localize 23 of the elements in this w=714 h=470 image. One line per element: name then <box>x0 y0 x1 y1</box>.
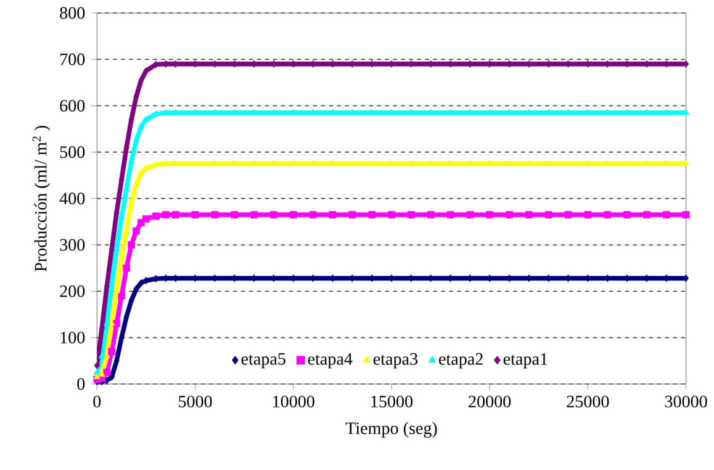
legend-label: etapa3 <box>374 353 418 368</box>
y-tick-label: 100 <box>60 332 85 344</box>
x-tick-label: 30000 <box>665 396 708 408</box>
y-tick-label: 200 <box>60 285 85 298</box>
y-tick-label: 500 <box>60 146 85 158</box>
legend-label: etapa4 <box>308 353 352 368</box>
y-tick-label: 400 <box>60 192 85 204</box>
x-tick-label: 15000 <box>371 396 413 408</box>
x-tick-label: 5000 <box>178 396 212 408</box>
y-tick-label: 600 <box>60 100 85 112</box>
y-tick-label: 0 <box>77 378 85 390</box>
legend-label: etapa2 <box>439 353 483 368</box>
legend-label: etapa1 <box>504 353 548 368</box>
x-axis-title: Tiempo (seg) <box>346 422 437 438</box>
y-tick-label: 700 <box>60 54 85 66</box>
y-tick-label: 300 <box>60 239 85 251</box>
y-tick-label: 800 <box>60 7 85 19</box>
x-tick-label: 25000 <box>566 396 609 408</box>
x-tick-label: 10000 <box>273 396 314 408</box>
legend-label: etapa5 <box>242 353 286 368</box>
y-axis-title: Producción (ml/ m$^{2}$ ) <box>32 126 50 272</box>
x-tick-label: 0 <box>93 396 101 408</box>
x-tick-label: 20000 <box>468 396 511 408</box>
